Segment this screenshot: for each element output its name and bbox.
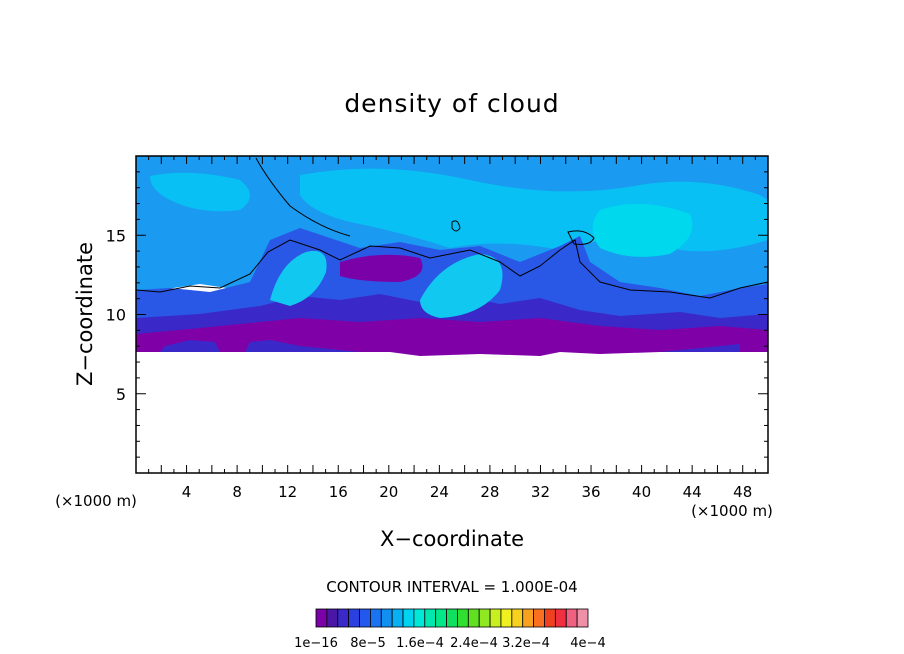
colorbar-tick-label: 8e−5 <box>350 636 385 651</box>
contour-line <box>136 239 768 299</box>
colorbar-tick-label: 2.4e−4 <box>450 636 498 651</box>
colorbar-swatch <box>337 608 350 628</box>
cloud-core-patch <box>270 250 327 306</box>
colorbar-swatch <box>326 608 339 628</box>
colorbar-swatch <box>402 608 415 628</box>
colorbar-swatch <box>565 608 578 628</box>
x-tick-label: 4 <box>182 483 192 501</box>
colorbar-swatch <box>446 608 458 628</box>
x-axis-unit-left: (×1000 m) <box>55 492 137 510</box>
colorbar-swatch <box>348 608 360 628</box>
cloud-light-patch <box>150 172 250 212</box>
x-tick-label: 32 <box>531 483 550 501</box>
colorbar-swatch <box>413 608 426 628</box>
cloud-light-patch <box>592 203 693 257</box>
colorbar-swatch <box>554 608 567 628</box>
colorbar <box>315 608 589 628</box>
colorbar-swatch <box>489 608 502 628</box>
colorbar-swatch <box>457 608 469 628</box>
x-tick-label: 20 <box>379 483 398 501</box>
y-axis-label: Z−coordinate <box>73 242 97 386</box>
colorbar-tick-label: 1e−16 <box>294 636 338 651</box>
x-axis-unit-right: (×1000 m) <box>691 502 773 520</box>
colorbar-swatch <box>500 608 513 628</box>
colorbar-swatch <box>424 608 437 628</box>
colorbar-swatch <box>435 608 447 628</box>
x-tick-label: 16 <box>329 483 348 501</box>
contour-line <box>567 230 595 245</box>
colorbar-tick-label: 1.6e−4 <box>396 636 444 651</box>
colorbar-labels: 1e−16 8e−5 1.6e−4 2.4e−4 3.2e−4 4e−4 <box>294 636 606 651</box>
colorbar-swatch <box>522 608 534 628</box>
x-tick-label: 40 <box>632 483 651 501</box>
x-tick-label: 12 <box>278 483 297 501</box>
plot-area <box>136 156 768 473</box>
cloud-base-inner <box>340 254 423 282</box>
contour-interval-text: CONTOUR INTERVAL = 1.000E-04 <box>326 578 577 596</box>
cloud-base <box>136 318 768 356</box>
x-tick-label: 44 <box>683 483 702 501</box>
colorbar-swatch <box>478 608 491 628</box>
chart-title: density of cloud <box>344 89 559 118</box>
colorbar-swatch <box>533 608 545 628</box>
x-tick-label: 28 <box>480 483 499 501</box>
x-tick-label: 36 <box>581 483 600 501</box>
colorbar-swatch <box>380 608 393 628</box>
colorbar-swatch <box>467 608 480 628</box>
contour-line <box>255 157 351 237</box>
contour-line <box>451 220 461 232</box>
colorbar-swatch <box>391 608 404 628</box>
cloud-core-patch <box>420 254 503 318</box>
colorbar-swatch <box>359 608 371 628</box>
colorbar-swatch <box>544 608 556 628</box>
colorbar-swatch <box>369 608 382 628</box>
colorbar-swatch <box>576 608 589 628</box>
y-tick-label: 15 <box>106 226 126 245</box>
colorbar-tick-label: 3.2e−4 <box>502 636 550 651</box>
x-axis-ticks: 4 8 12 16 20 24 28 32 36 40 44 48 <box>148 156 756 501</box>
y-tick-label: 10 <box>106 306 126 325</box>
y-tick-label: 5 <box>116 385 126 404</box>
x-tick-label: 48 <box>733 483 752 501</box>
colorbar-swatch <box>315 608 328 628</box>
x-axis-label: X−coordinate <box>380 527 524 551</box>
colorbar-swatch <box>511 608 524 628</box>
y-axis-ticks: 5 10 15 <box>106 171 768 458</box>
x-tick-label: 8 <box>232 483 242 501</box>
x-tick-label: 24 <box>430 483 449 501</box>
colorbar-tick-label: 4e−4 <box>570 636 605 651</box>
